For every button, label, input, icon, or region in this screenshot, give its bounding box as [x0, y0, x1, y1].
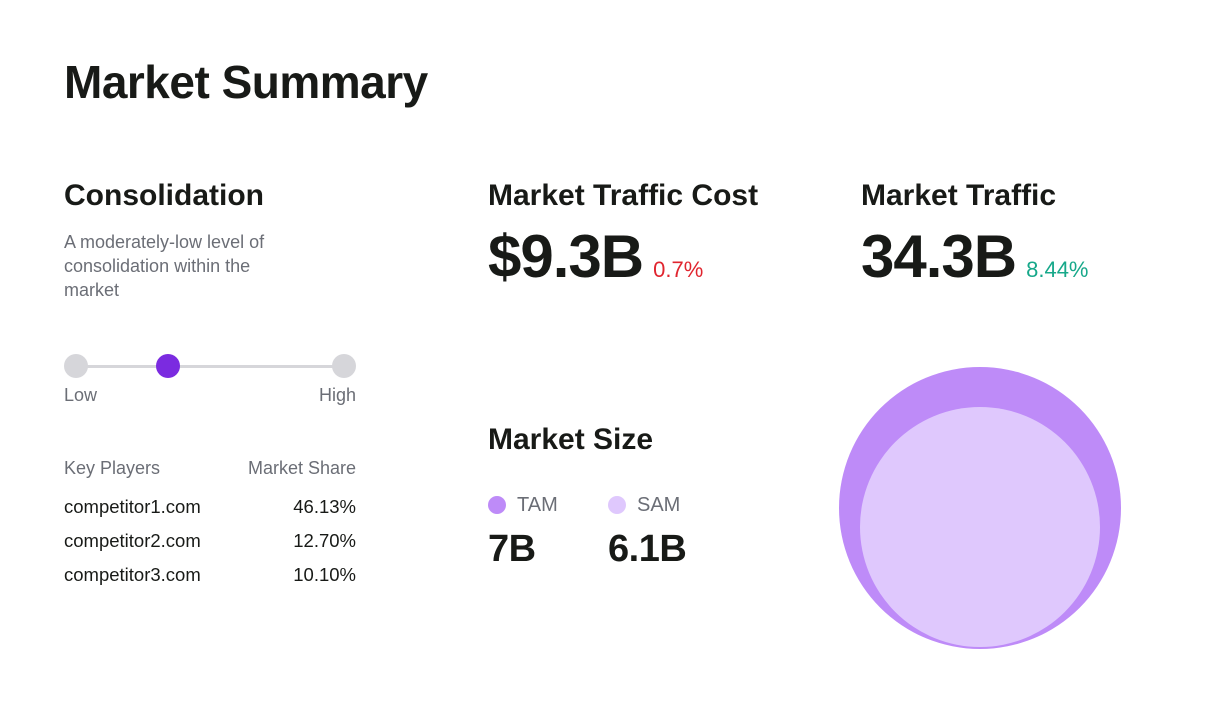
traffic-cost-kpi: $9.3B 0.7%: [488, 222, 703, 292]
tam-value: 7B: [488, 528, 536, 570]
tam-swatch: [488, 496, 506, 514]
market-size-circles: [839, 367, 1121, 649]
player-share: 46.13%: [293, 496, 356, 517]
sam-value: 6.1B: [608, 528, 687, 570]
player-name: competitor3.com: [64, 564, 201, 585]
key-players-header-share: Market Share: [247, 457, 356, 478]
sam-legend: SAM: [608, 493, 680, 517]
traffic-change: 8.44%: [1026, 257, 1089, 282]
consolidation-title: Consolidation: [64, 179, 264, 212]
scale-low-label: Low: [64, 385, 98, 405]
consolidation-scale: [64, 354, 356, 378]
sam-circle: [860, 407, 1100, 647]
market-size-title: Market Size: [488, 423, 654, 456]
table-row: competitor3.com 10.10%: [64, 558, 356, 592]
consolidation-scale-dot-low: [64, 354, 88, 378]
page-title: Market Summary: [64, 56, 428, 108]
traffic-cost-value: $9.3B: [488, 223, 644, 290]
traffic-cost-title: Market Traffic Cost: [488, 179, 759, 212]
consolidation-description: A moderately-low level of consolidation …: [64, 232, 265, 300]
traffic-kpi: 34.3B 8.44%: [861, 222, 1089, 292]
sam-label: SAM: [637, 493, 681, 516]
traffic-value: 34.3B: [861, 223, 1017, 290]
key-players-table: Key Players Market Share competitor1.com…: [64, 456, 356, 592]
tam-label: TAM: [517, 493, 558, 516]
consolidation-scale-track: [76, 365, 344, 368]
player-share: 10.10%: [293, 564, 356, 585]
consolidation-scale-dot-high: [332, 354, 356, 378]
player-name: competitor2.com: [64, 530, 201, 551]
traffic-cost-change: 0.7%: [653, 257, 704, 282]
sam-swatch: [608, 496, 626, 514]
player-name: competitor1.com: [64, 496, 201, 517]
table-row: competitor1.com 46.13%: [64, 490, 356, 524]
tam-legend: TAM: [488, 493, 558, 517]
key-players-header-name: Key Players: [64, 457, 161, 478]
player-share: 12.70%: [293, 530, 356, 551]
key-players-header: Key Players Market Share: [64, 456, 356, 480]
scale-high-label: High: [318, 385, 356, 405]
table-row: competitor2.com 12.70%: [64, 524, 356, 558]
traffic-title: Market Traffic: [861, 179, 1057, 212]
consolidation-scale-dot-selected: [156, 354, 180, 378]
